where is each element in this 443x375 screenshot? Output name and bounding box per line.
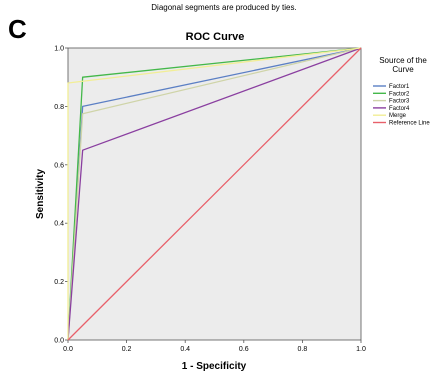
legend-label-factor1: Factor1	[389, 84, 410, 90]
legend-label-factor3: Factor3	[389, 99, 410, 105]
series-line-merge	[67, 47, 362, 340]
legend-title-line-1: Source of the	[379, 56, 427, 65]
x-tick-label: 0.0	[63, 346, 73, 353]
legend-label-factor4: Factor4	[389, 106, 410, 112]
axis-ticks: 0.0 0.2 0.4 0.6 0.8 1.0 0.0 0.2 0.4 0.6 0.8 1.0	[54, 46, 366, 354]
legend-label-merge: Merge	[389, 113, 407, 119]
series-group	[67, 47, 362, 341]
chart-title: ROC Curve	[186, 31, 245, 43]
y-tick-label: 0.2	[54, 279, 64, 286]
x-tick-label: 0.8	[298, 346, 308, 353]
series-line-factor4	[67, 47, 362, 341]
y-axis-label: Sensitivity	[35, 169, 46, 219]
y-tick-label: 0.0	[54, 338, 64, 345]
y-tick-label: 1.0	[54, 46, 64, 53]
legend-label-reference-line: Reference Line	[389, 121, 430, 127]
y-tick-label: 0.8	[54, 104, 64, 111]
series-line-factor3	[67, 47, 362, 341]
y-tick-label: 0.4	[54, 221, 64, 228]
panel-letter: C	[8, 14, 27, 44]
legend: Source of the Curve Factor1Factor2Factor…	[373, 56, 430, 127]
legend-title-line-2: Curve	[392, 65, 414, 74]
legend-label-factor2: Factor2	[389, 91, 410, 97]
y-tick-label: 0.6	[54, 162, 64, 169]
x-tick-label: 0.4	[180, 346, 190, 353]
x-tick-label: 1.0	[356, 346, 366, 353]
chart-subtitle: Diagonal segments are produced by ties.	[151, 3, 296, 12]
series-line-reference-line	[67, 47, 362, 341]
x-tick-label: 0.6	[239, 346, 249, 353]
x-tick-label: 0.2	[122, 346, 132, 353]
series-line-factor2	[67, 47, 362, 341]
x-axis-label: 1 - Specificity	[182, 361, 247, 372]
